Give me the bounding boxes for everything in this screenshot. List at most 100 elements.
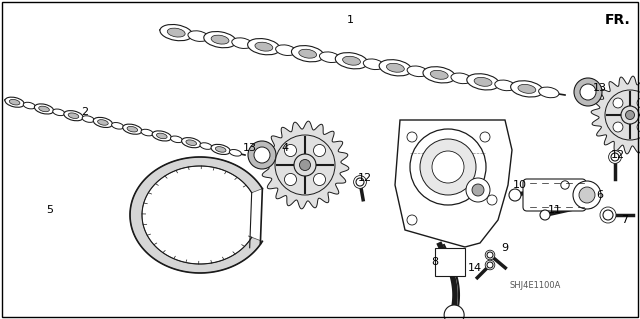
Text: FR.: FR.: [605, 13, 631, 27]
Ellipse shape: [342, 56, 360, 65]
Circle shape: [356, 178, 364, 186]
Ellipse shape: [64, 111, 83, 121]
Circle shape: [580, 84, 596, 100]
Circle shape: [573, 181, 601, 209]
Circle shape: [487, 262, 493, 268]
Ellipse shape: [204, 32, 236, 48]
Ellipse shape: [188, 31, 208, 41]
Text: 9: 9: [501, 243, 509, 253]
Circle shape: [314, 174, 326, 186]
Ellipse shape: [152, 131, 172, 141]
Circle shape: [487, 252, 493, 258]
Text: 10: 10: [513, 180, 527, 190]
Ellipse shape: [10, 100, 20, 105]
Circle shape: [609, 151, 621, 163]
Text: 6: 6: [596, 190, 604, 200]
Circle shape: [275, 135, 335, 195]
Circle shape: [466, 178, 490, 202]
Ellipse shape: [276, 45, 296, 56]
Ellipse shape: [364, 59, 383, 70]
Ellipse shape: [335, 53, 368, 69]
Circle shape: [586, 202, 593, 209]
Circle shape: [509, 189, 521, 201]
Ellipse shape: [511, 81, 543, 97]
Ellipse shape: [539, 87, 559, 98]
Ellipse shape: [255, 42, 273, 51]
Circle shape: [314, 145, 326, 157]
Ellipse shape: [474, 78, 492, 86]
Polygon shape: [591, 76, 640, 154]
Ellipse shape: [141, 129, 153, 136]
Ellipse shape: [467, 74, 499, 90]
Ellipse shape: [200, 143, 212, 149]
Circle shape: [410, 129, 486, 205]
Circle shape: [637, 122, 640, 132]
Ellipse shape: [39, 106, 49, 112]
Ellipse shape: [430, 70, 448, 79]
Ellipse shape: [52, 109, 65, 115]
Text: 13: 13: [243, 143, 257, 153]
Ellipse shape: [211, 145, 230, 154]
Circle shape: [561, 181, 569, 189]
Circle shape: [605, 90, 640, 140]
Circle shape: [407, 215, 417, 225]
Ellipse shape: [157, 133, 167, 139]
Ellipse shape: [186, 140, 196, 145]
Text: 14: 14: [468, 263, 482, 273]
Circle shape: [300, 160, 310, 170]
Ellipse shape: [229, 150, 241, 156]
Ellipse shape: [35, 104, 54, 114]
Ellipse shape: [68, 113, 79, 118]
Text: SHJ4E1100A: SHJ4E1100A: [509, 280, 561, 290]
Circle shape: [284, 145, 296, 157]
Polygon shape: [395, 120, 512, 247]
Circle shape: [472, 184, 484, 196]
Ellipse shape: [98, 120, 108, 125]
Circle shape: [621, 106, 639, 124]
Text: 2: 2: [81, 107, 88, 117]
Ellipse shape: [23, 102, 35, 109]
Circle shape: [603, 210, 613, 220]
Text: 5: 5: [47, 205, 54, 215]
Circle shape: [354, 175, 366, 189]
Polygon shape: [261, 121, 349, 209]
Text: 4: 4: [282, 143, 289, 153]
Ellipse shape: [495, 80, 515, 91]
Circle shape: [637, 98, 640, 108]
Text: 12: 12: [358, 173, 372, 183]
Circle shape: [294, 154, 316, 176]
Circle shape: [613, 98, 623, 108]
Circle shape: [540, 210, 550, 220]
Ellipse shape: [111, 122, 124, 129]
Ellipse shape: [211, 35, 229, 44]
Ellipse shape: [170, 136, 182, 143]
Bar: [435, 248, 465, 276]
Circle shape: [625, 110, 634, 120]
Ellipse shape: [160, 25, 193, 41]
Ellipse shape: [232, 38, 252, 48]
FancyBboxPatch shape: [523, 179, 586, 211]
Ellipse shape: [423, 67, 456, 83]
Ellipse shape: [167, 28, 185, 37]
Circle shape: [485, 260, 495, 270]
Ellipse shape: [216, 147, 226, 152]
Circle shape: [579, 187, 595, 203]
Circle shape: [487, 195, 497, 205]
Polygon shape: [130, 157, 262, 273]
Text: 13: 13: [593, 83, 607, 93]
Text: 7: 7: [621, 215, 628, 225]
Ellipse shape: [5, 97, 24, 107]
Circle shape: [574, 78, 602, 106]
Ellipse shape: [319, 52, 340, 63]
Text: 1: 1: [346, 15, 353, 25]
Circle shape: [254, 147, 270, 163]
Ellipse shape: [299, 49, 317, 58]
Circle shape: [420, 139, 476, 195]
Circle shape: [432, 151, 464, 183]
Ellipse shape: [407, 66, 428, 77]
Circle shape: [485, 250, 495, 260]
Circle shape: [613, 122, 623, 132]
Ellipse shape: [93, 117, 113, 128]
Ellipse shape: [182, 137, 201, 148]
Ellipse shape: [387, 63, 404, 72]
